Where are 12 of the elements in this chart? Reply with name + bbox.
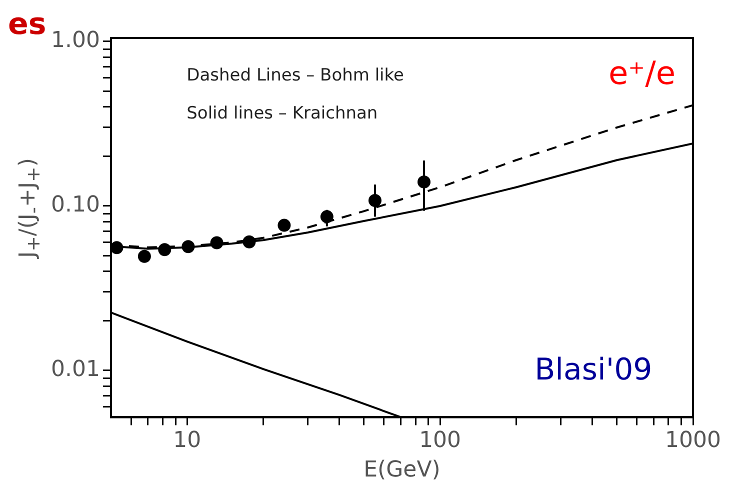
- text: es: [8, 6, 46, 42]
- y-tick-label: 0.10: [51, 192, 100, 218]
- annotation: e⁺/e: [608, 54, 676, 92]
- x-tick-label: 1000: [665, 428, 721, 454]
- y-tick-label: 0.01: [51, 357, 100, 382]
- x-axis-title: E(GeV): [364, 458, 440, 483]
- y-tick-label: 1.00: [51, 28, 100, 54]
- annotation: Dashed Lines – Bohm like: [186, 65, 404, 86]
- x-tick-label: 100: [419, 428, 462, 454]
- annotation: Blasi'09: [534, 352, 652, 388]
- x-tick-label: 10: [173, 428, 202, 454]
- annotation: Solid lines – Kraichnan: [186, 103, 378, 124]
